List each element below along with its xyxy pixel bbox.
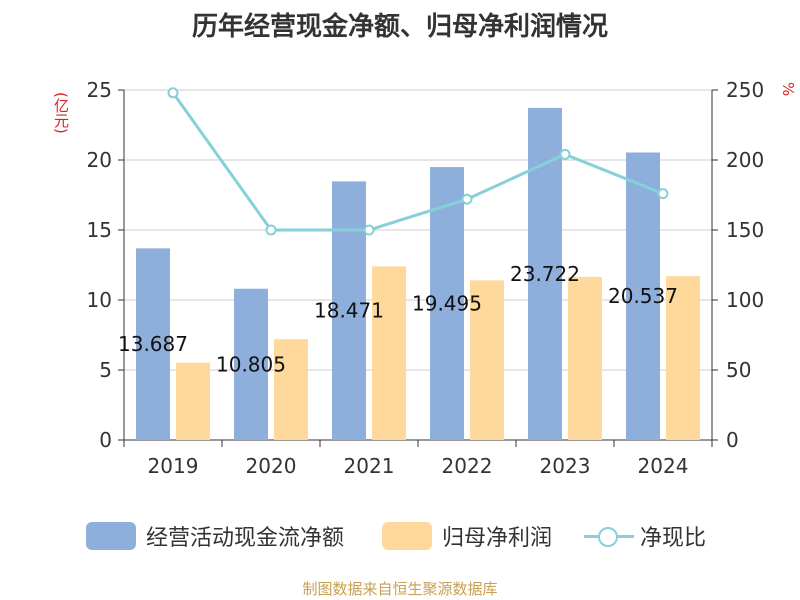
y2-tick-label: 0 xyxy=(726,428,739,452)
data-label-cashflow: 20.537 xyxy=(608,284,678,308)
legend-swatch-netprofit xyxy=(382,522,432,550)
bar-cashflow xyxy=(332,181,366,440)
y-tick-label: 25 xyxy=(87,78,112,102)
source-note: 制图数据来自恒生聚源数据库 xyxy=(302,580,498,598)
legend-swatch-cashflow xyxy=(86,522,136,550)
ratio-point xyxy=(461,193,473,205)
data-label-cashflow: 10.805 xyxy=(216,352,286,376)
y2-tick-label: 150 xyxy=(726,218,764,242)
data-label-cashflow: 23.722 xyxy=(510,262,580,286)
ratio-point xyxy=(265,224,277,236)
left-axis-unit: (亿元) xyxy=(52,92,70,134)
ratio-point xyxy=(657,188,669,200)
y2-tick-label: 100 xyxy=(726,288,764,312)
y-tick-label: 20 xyxy=(87,148,112,172)
legend-label-ratio: 净现比 xyxy=(640,526,707,551)
right-axis-unit: % xyxy=(779,82,797,97)
y-tick-label: 10 xyxy=(87,288,112,312)
bar-netprofit xyxy=(176,362,210,440)
legend-label-cashflow: 经营活动现金流净额 xyxy=(146,526,345,551)
x-tick-label: 2023 xyxy=(540,454,591,478)
bar-cashflow xyxy=(136,248,170,440)
legend-item-netprofit[interactable]: 归母净利润 xyxy=(382,516,552,556)
x-tick-label: 2022 xyxy=(442,454,493,478)
ratio-point xyxy=(363,224,375,236)
x-tick-label: 2020 xyxy=(246,454,297,478)
x-tick-label: 2019 xyxy=(148,454,199,478)
ratio-line xyxy=(171,91,664,232)
legend-item-cashflow[interactable]: 经营活动现金流净额 xyxy=(86,516,344,556)
bar-netprofit xyxy=(568,276,602,440)
ratio-point xyxy=(167,87,179,99)
legend-swatch-ratio xyxy=(584,522,634,550)
bar-netprofit xyxy=(666,276,700,440)
y2-tick-label: 200 xyxy=(726,148,764,172)
y2-tick-label: 50 xyxy=(726,358,751,382)
data-label-cashflow: 13.687 xyxy=(118,332,188,356)
legend-item-ratio[interactable]: 净现比 xyxy=(584,516,706,556)
legend-label-netprofit: 归母净利润 xyxy=(442,526,553,551)
y2-tick-label: 250 xyxy=(726,78,764,102)
ratio-point xyxy=(559,148,571,160)
chart-title: 历年经营现金净额、归母净利润情况 xyxy=(191,12,608,42)
bar-cashflow xyxy=(234,288,268,440)
bar-netprofit xyxy=(470,280,504,440)
bar-cashflow xyxy=(430,167,464,440)
x-tick-label: 2024 xyxy=(638,454,689,478)
data-label-cashflow: 18.471 xyxy=(314,299,384,323)
bar-netprofit xyxy=(274,339,308,440)
chart-legend: 经营活动现金流净额 归母净利润 净现比 xyxy=(0,516,800,556)
bar-netprofit xyxy=(372,266,406,440)
y-tick-label: 5 xyxy=(99,358,112,382)
bar-cashflow xyxy=(626,152,660,440)
x-tick-label: 2021 xyxy=(344,454,395,478)
y-tick-label: 0 xyxy=(99,428,112,452)
data-label-cashflow: 19.495 xyxy=(412,292,482,316)
y-tick-label: 15 xyxy=(87,218,112,242)
